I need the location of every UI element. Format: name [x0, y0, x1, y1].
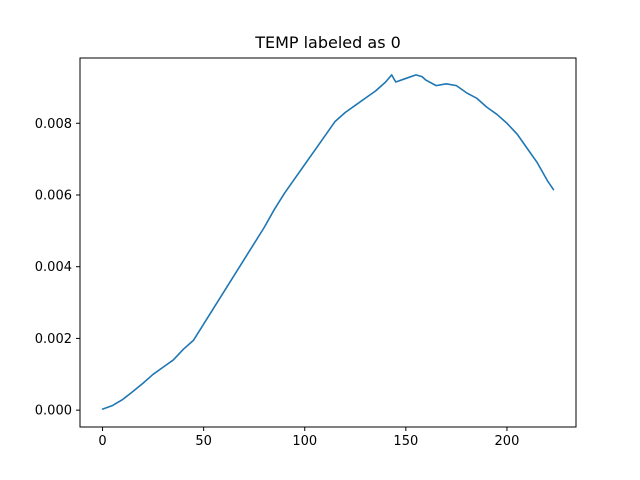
series-layer [101, 74, 555, 410]
x-tick-label: 100 [292, 434, 317, 449]
x-tick-label: 200 [495, 434, 520, 449]
x-tick-label: 50 [195, 434, 212, 449]
plot-area-frame [79, 57, 577, 428]
y-tick-label: 0.004 [35, 260, 72, 275]
y-tick-label: 0.006 [35, 188, 72, 203]
y-tick-label: 0.008 [35, 117, 72, 132]
y-tick-label: 0.000 [35, 404, 72, 419]
x-tick-label: 150 [393, 434, 418, 449]
chart-title: TEMP labeled as 0 [254, 33, 401, 52]
y-tick-label: 0.002 [35, 332, 72, 347]
ticks-layer: 0 50 100 150 200 0.000 0.002 0.004 0.006 0.008 [35, 117, 520, 449]
x-tick-label: 0 [98, 434, 106, 449]
series-line-0 [101, 74, 555, 410]
